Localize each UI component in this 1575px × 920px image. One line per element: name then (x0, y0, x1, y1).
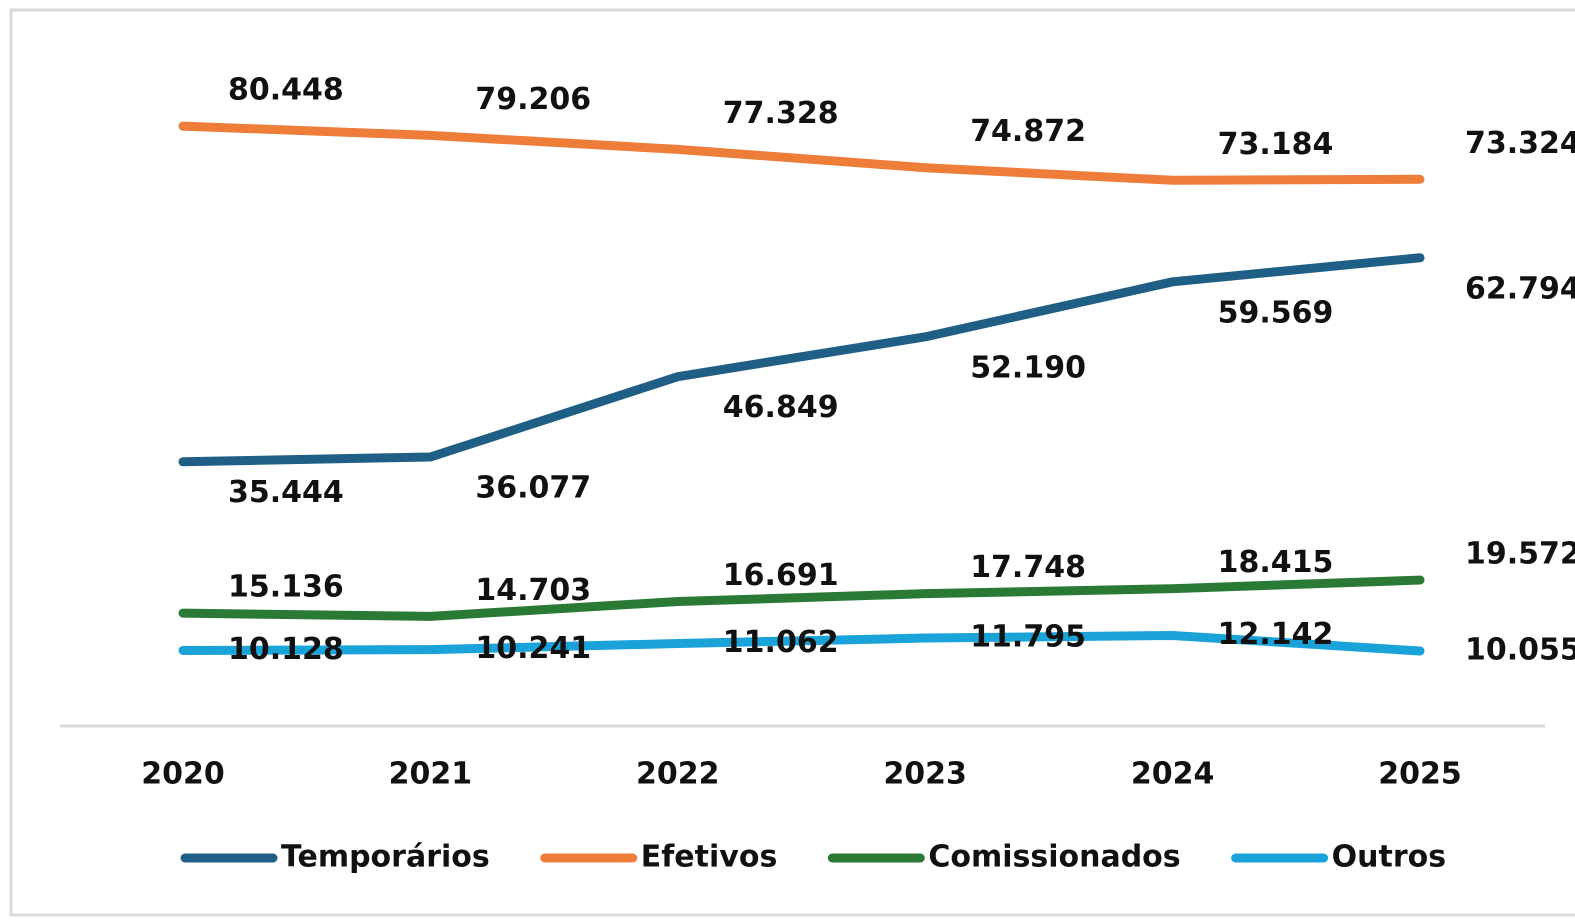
data-label: 10.055 (1465, 633, 1575, 668)
data-label: 11.795 (970, 620, 1086, 655)
data-label: 35.444 (228, 475, 344, 510)
data-label: 12.142 (1218, 617, 1334, 652)
legend-label: Comissionados (928, 840, 1180, 875)
series-line (178, 121, 1425, 185)
data-label: 62.794 (1465, 271, 1575, 306)
data-label: 15.136 (228, 570, 344, 605)
legend-label: Outros (1332, 840, 1446, 875)
data-label: 19.572 (1465, 537, 1575, 572)
data-label: 79.206 (475, 82, 591, 117)
data-label: 73.324 (1465, 126, 1575, 161)
data-label: 14.703 (475, 573, 591, 608)
data-label: 10.128 (228, 632, 344, 667)
data-label: 17.748 (970, 550, 1086, 585)
x-tick-label: 2025 (1378, 757, 1462, 792)
series-line (178, 253, 1425, 467)
x-tick-label: 2021 (389, 757, 473, 792)
data-label: 46.849 (723, 390, 839, 425)
x-tick-label: 2023 (883, 757, 967, 792)
data-label: 59.569 (1218, 295, 1334, 330)
data-label: 74.872 (970, 114, 1086, 149)
x-tick-label: 2020 (141, 757, 225, 792)
data-label: 80.448 (228, 73, 344, 108)
data-label: 77.328 (723, 96, 839, 131)
data-label: 16.691 (723, 558, 839, 593)
data-label: 36.077 (475, 470, 591, 505)
data-label: 18.415 (1218, 545, 1334, 580)
data-label: 10.241 (475, 631, 591, 666)
x-tick-label: 2024 (1131, 757, 1215, 792)
data-label: 73.184 (1218, 127, 1334, 162)
legend-label: Efetivos (641, 840, 778, 875)
data-label: 11.062 (723, 625, 839, 660)
series-line (178, 575, 1425, 621)
series-line (178, 630, 1425, 656)
data-label: 52.190 (970, 350, 1086, 385)
x-tick-label: 2022 (636, 757, 720, 792)
legend-label: Temporários (281, 840, 490, 875)
